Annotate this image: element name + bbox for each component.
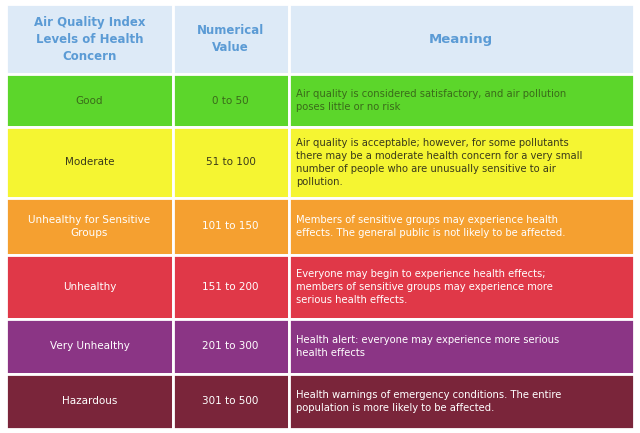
Bar bbox=[173, 127, 289, 198]
Text: Air quality is acceptable; however, for some pollutants
there may be a moderate : Air quality is acceptable; however, for … bbox=[296, 138, 582, 187]
Text: 0 to 50: 0 to 50 bbox=[212, 96, 249, 106]
Text: Very Unhealthy: Very Unhealthy bbox=[49, 341, 129, 351]
Bar bbox=[173, 4, 289, 74]
Bar bbox=[173, 374, 289, 429]
Text: Air quality is considered satisfactory, and air pollution
poses little or no ris: Air quality is considered satisfactory, … bbox=[296, 89, 566, 112]
Text: Members of sensitive groups may experience health
effects. The general public is: Members of sensitive groups may experien… bbox=[296, 215, 566, 238]
Bar bbox=[6, 74, 173, 127]
Bar bbox=[6, 319, 173, 374]
Text: 101 to 150: 101 to 150 bbox=[202, 221, 259, 231]
Bar bbox=[289, 374, 634, 429]
Bar bbox=[289, 255, 634, 319]
Text: Unhealthy: Unhealthy bbox=[63, 282, 116, 292]
Text: Good: Good bbox=[76, 96, 103, 106]
Bar bbox=[173, 74, 289, 127]
Text: 301 to 500: 301 to 500 bbox=[202, 396, 259, 406]
Text: Meaning: Meaning bbox=[429, 33, 493, 46]
Bar bbox=[173, 319, 289, 374]
Text: Numerical
Value: Numerical Value bbox=[197, 24, 264, 54]
Bar bbox=[6, 374, 173, 429]
Text: Air Quality Index
Levels of Health
Concern: Air Quality Index Levels of Health Conce… bbox=[34, 16, 145, 63]
Text: Everyone may begin to experience health effects;
members of sensitive groups may: Everyone may begin to experience health … bbox=[296, 269, 553, 305]
Text: 201 to 300: 201 to 300 bbox=[202, 341, 259, 351]
Text: Health warnings of emergency conditions. The entire
population is more likely to: Health warnings of emergency conditions.… bbox=[296, 390, 562, 413]
Text: Hazardous: Hazardous bbox=[62, 396, 117, 406]
Bar bbox=[289, 319, 634, 374]
Bar bbox=[6, 127, 173, 198]
Text: Moderate: Moderate bbox=[65, 157, 115, 168]
Bar bbox=[289, 127, 634, 198]
Bar bbox=[289, 198, 634, 255]
Bar bbox=[289, 74, 634, 127]
Bar bbox=[6, 255, 173, 319]
Text: 151 to 200: 151 to 200 bbox=[202, 282, 259, 292]
Bar bbox=[289, 4, 634, 74]
Bar bbox=[6, 4, 173, 74]
Text: 51 to 100: 51 to 100 bbox=[205, 157, 255, 168]
Text: Unhealthy for Sensitive
Groups: Unhealthy for Sensitive Groups bbox=[28, 215, 150, 238]
Bar bbox=[173, 198, 289, 255]
Text: Health alert: everyone may experience more serious
health effects: Health alert: everyone may experience mo… bbox=[296, 335, 559, 358]
Bar bbox=[173, 255, 289, 319]
Bar bbox=[6, 198, 173, 255]
